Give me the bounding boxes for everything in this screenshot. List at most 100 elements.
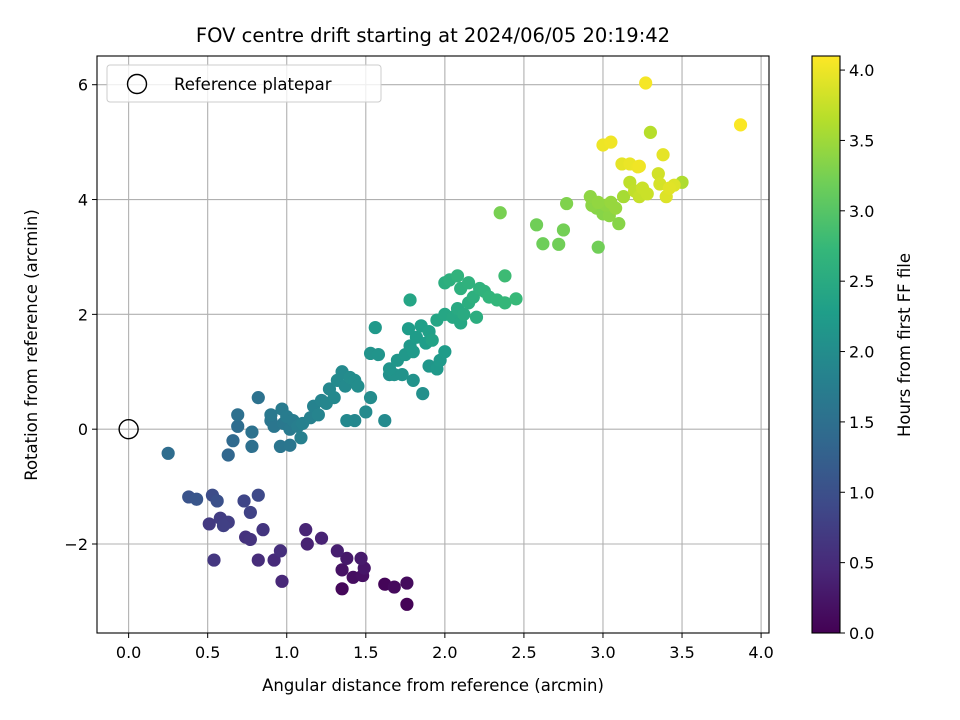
scatter-point	[425, 333, 439, 347]
scatter-point	[632, 159, 646, 173]
x-tick-label: 0.5	[195, 643, 220, 662]
y-tick-label: 0	[78, 420, 88, 439]
scatter-point	[335, 582, 349, 596]
colorbar-tick-label: 4.0	[849, 61, 874, 80]
scatter-point	[359, 405, 373, 419]
scatter-point	[243, 505, 257, 520]
plot-area: 0.0 0.5 1.0 1.5 2.0 2.5 3.0 3.5 4.0 −2 0 2 4 6	[64, 55, 774, 662]
scatter-point	[403, 293, 417, 307]
colorbar-gradient	[811, 55, 841, 634]
scatter-point	[529, 218, 544, 232]
scatter-point	[612, 217, 626, 231]
scatter-point	[207, 553, 221, 567]
scatter-point	[651, 167, 665, 181]
scatter-point	[461, 276, 476, 290]
scatter-point	[640, 187, 654, 201]
scatter-point	[330, 544, 344, 558]
scatter-point	[340, 551, 354, 565]
scatter-point	[354, 551, 368, 565]
colorbar-tick-label: 1.0	[849, 483, 874, 502]
scatter-point	[294, 431, 308, 445]
scatter-point	[368, 320, 382, 335]
scatter-point	[509, 292, 523, 306]
scatter-point	[251, 553, 265, 567]
scatter-point	[243, 532, 257, 547]
legend-box	[106, 64, 382, 103]
scatter-point	[498, 296, 512, 310]
colorbar: 0.0 0.5 1.0 1.5 2.0 2.5 3.0 3.5 4.0	[811, 55, 874, 643]
legend-label-reference: Reference platepar	[174, 75, 332, 94]
scatter-point	[245, 425, 259, 439]
scatter-point	[498, 269, 512, 283]
colorbar-tick-label: 3.5	[849, 131, 874, 150]
scatter-point	[438, 345, 452, 359]
scatter-point	[237, 494, 251, 508]
scatter-point	[416, 386, 430, 401]
scatter-point	[591, 195, 605, 210]
scatter-point	[469, 310, 484, 324]
scatter-point	[216, 519, 231, 533]
scatter-point	[264, 408, 278, 422]
scatter-point	[299, 523, 313, 537]
scatter-point	[656, 148, 670, 162]
y-tick-label: −2	[64, 535, 88, 554]
scatter-point	[662, 181, 676, 195]
scatter-point	[251, 391, 265, 405]
scatter-point	[245, 439, 259, 454]
x-tick-label: 4.0	[748, 643, 773, 662]
scatter-point	[604, 135, 618, 149]
scatter-point	[210, 494, 224, 508]
y-tick-label: 4	[78, 191, 88, 210]
scatter-point	[400, 576, 414, 590]
scatter-point	[450, 269, 465, 283]
y-axis-label: Rotation from reference (arcmin)	[22, 209, 41, 481]
scatter-point	[609, 201, 623, 215]
scatter-point	[221, 448, 235, 462]
scatter-point	[311, 408, 325, 422]
colorbar-tick-label: 1.5	[849, 413, 874, 432]
scatter-point	[733, 118, 748, 132]
scatter-point	[643, 125, 658, 139]
scatter-point	[202, 517, 216, 531]
scatter-point	[351, 379, 365, 393]
x-tick-label: 1.0	[274, 643, 299, 662]
scatter-point	[560, 196, 574, 211]
scatter-point	[406, 373, 420, 387]
scatter-point	[591, 240, 605, 254]
x-tick-label: 3.5	[669, 643, 694, 662]
scatter-point	[382, 362, 397, 376]
scatter-point	[556, 223, 571, 237]
scatter-point	[161, 446, 175, 460]
legend-reference-marker	[126, 73, 148, 95]
scatter-point	[231, 408, 245, 422]
scatter-point	[493, 206, 507, 220]
scatter-point	[378, 413, 392, 428]
x-axis-label: Angular distance from reference (arcmin)	[262, 676, 604, 695]
scatter-point	[190, 492, 204, 506]
scatter-point	[300, 537, 314, 551]
x-tick-label: 1.5	[353, 643, 378, 662]
scatter-point	[327, 391, 341, 405]
scatter-point	[335, 563, 349, 577]
scatter-point	[267, 553, 281, 567]
x-tick-label: 3.0	[590, 643, 615, 662]
scatter-point	[616, 190, 631, 204]
scatter-point	[226, 434, 240, 448]
scatter-point	[275, 574, 289, 588]
scatter-point	[409, 330, 423, 344]
x-tick-label: 2.5	[511, 643, 536, 662]
scatter-point	[256, 523, 270, 537]
scatter-point	[340, 413, 354, 428]
axes-frame	[96, 55, 770, 634]
scatter-point	[387, 580, 401, 594]
scatter-point	[401, 322, 416, 336]
scatter-point	[457, 307, 471, 321]
x-tick-label: 2.0	[432, 643, 457, 662]
scatter-point	[231, 419, 245, 433]
colorbar-tick-label: 2.0	[849, 343, 874, 362]
reference-platepar-marker	[118, 418, 139, 440]
scatter-point	[552, 237, 566, 251]
scatter-point	[363, 391, 378, 405]
colorbar-tick-label: 3.0	[849, 202, 874, 221]
